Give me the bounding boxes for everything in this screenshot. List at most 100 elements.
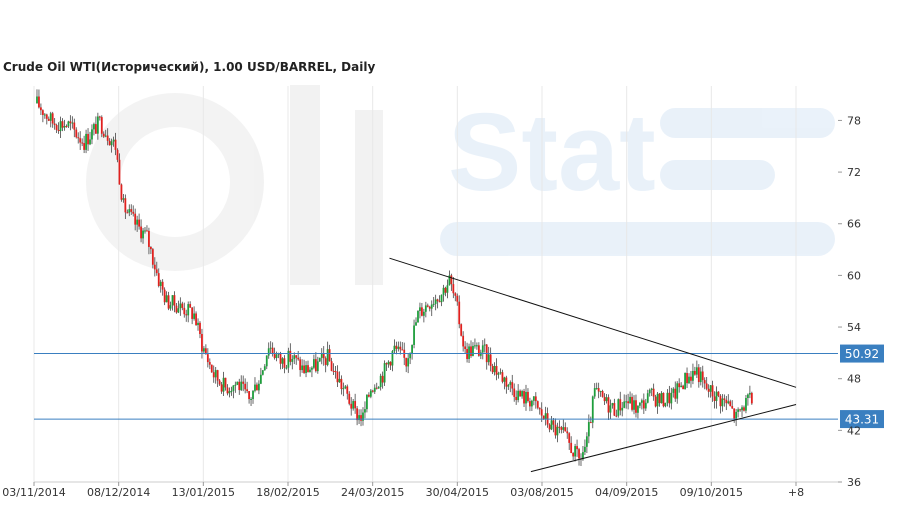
candle-body (633, 400, 635, 410)
candle-body (493, 366, 496, 373)
candle-body (222, 377, 225, 392)
candle-body (745, 398, 747, 411)
candle-body (140, 226, 142, 239)
candle-body (719, 395, 722, 407)
candle-body (116, 149, 119, 160)
candle-body (623, 401, 626, 408)
candle-body (566, 431, 569, 434)
candle-body (149, 246, 152, 250)
candle-body (481, 345, 484, 353)
candle-body (63, 126, 66, 128)
candle-body (144, 230, 146, 232)
candle-body (607, 397, 610, 413)
candle-body (244, 383, 247, 390)
x-tick-label: 08/12/2014 (87, 486, 150, 499)
candle-body (479, 352, 482, 356)
candle-body (45, 114, 48, 119)
candle-body (621, 407, 624, 411)
candle-body (189, 304, 192, 308)
y-tick-label: 54 (847, 321, 861, 334)
candle-body (572, 452, 575, 457)
candle-body (55, 125, 58, 130)
candle-body (729, 401, 732, 407)
candle-body (334, 371, 337, 373)
y-tick-label: 60 (847, 269, 861, 282)
candle-body (629, 396, 631, 404)
candle-body (240, 381, 243, 391)
candle-body (529, 401, 531, 407)
candle-body (173, 295, 176, 306)
candle-body (287, 350, 290, 368)
candle-body (297, 357, 300, 360)
candle-body (314, 359, 317, 372)
candle-body (699, 371, 702, 383)
candle-body (279, 353, 282, 364)
candle-body (556, 426, 559, 436)
candle-body (167, 295, 170, 309)
candle-body (544, 413, 547, 420)
candle-body (67, 121, 70, 127)
candle-body (550, 420, 553, 430)
candle-body (108, 140, 111, 146)
candle-body (132, 211, 135, 214)
candle-body (73, 122, 76, 130)
candle-body (635, 400, 637, 413)
candle-body (652, 388, 655, 397)
candle-body (41, 110, 44, 115)
candle-body (646, 393, 649, 403)
candle-body (271, 347, 274, 354)
candle-body (509, 382, 512, 385)
candle-body (100, 117, 103, 134)
level-label-bg (840, 344, 884, 363)
candle-body (258, 383, 260, 391)
candle-body (676, 383, 679, 399)
candle-body (362, 412, 364, 421)
candle-body (442, 287, 445, 295)
candle-body (250, 399, 252, 401)
candle-body (385, 363, 388, 365)
candle-body (464, 346, 467, 350)
candle-body (625, 401, 628, 403)
candle-body (252, 390, 254, 400)
candle-body (136, 219, 139, 225)
candle-body (311, 367, 313, 370)
candle-body (540, 409, 543, 416)
level-label: 50.92 (845, 347, 879, 361)
candle-body (640, 400, 643, 403)
candle-body (609, 405, 612, 413)
candle-body (81, 142, 84, 144)
candle-body (682, 385, 685, 390)
candle-body (487, 354, 490, 363)
candle-body (491, 365, 494, 373)
candle-body (338, 378, 341, 383)
x-tick-label: 04/09/2015 (595, 486, 658, 499)
candle-body (104, 135, 107, 137)
trendline-upper (389, 257, 797, 388)
candle-body (85, 133, 87, 150)
candle-body (574, 446, 576, 457)
candle-body (148, 230, 150, 247)
candle-body (648, 390, 651, 394)
candle-body (517, 390, 520, 401)
candle-body (739, 409, 741, 411)
candle-body (456, 295, 459, 302)
candle-body (169, 305, 172, 309)
candle-body (165, 295, 168, 303)
candle-body (593, 388, 596, 397)
candle-body (216, 370, 219, 381)
candle-body (399, 346, 402, 350)
candle-body (295, 355, 298, 358)
candle-body (680, 385, 683, 388)
candle-body (405, 357, 408, 367)
candle-body (432, 303, 435, 305)
candle-body (187, 304, 190, 316)
grid (33, 86, 838, 483)
candle-body (348, 393, 351, 404)
candle-body (603, 396, 606, 402)
candle-body (224, 377, 227, 388)
candle-body (91, 129, 93, 140)
candle-body (615, 415, 618, 417)
candle-body (346, 386, 349, 394)
candle-body (393, 345, 396, 352)
candle-body (446, 285, 449, 293)
